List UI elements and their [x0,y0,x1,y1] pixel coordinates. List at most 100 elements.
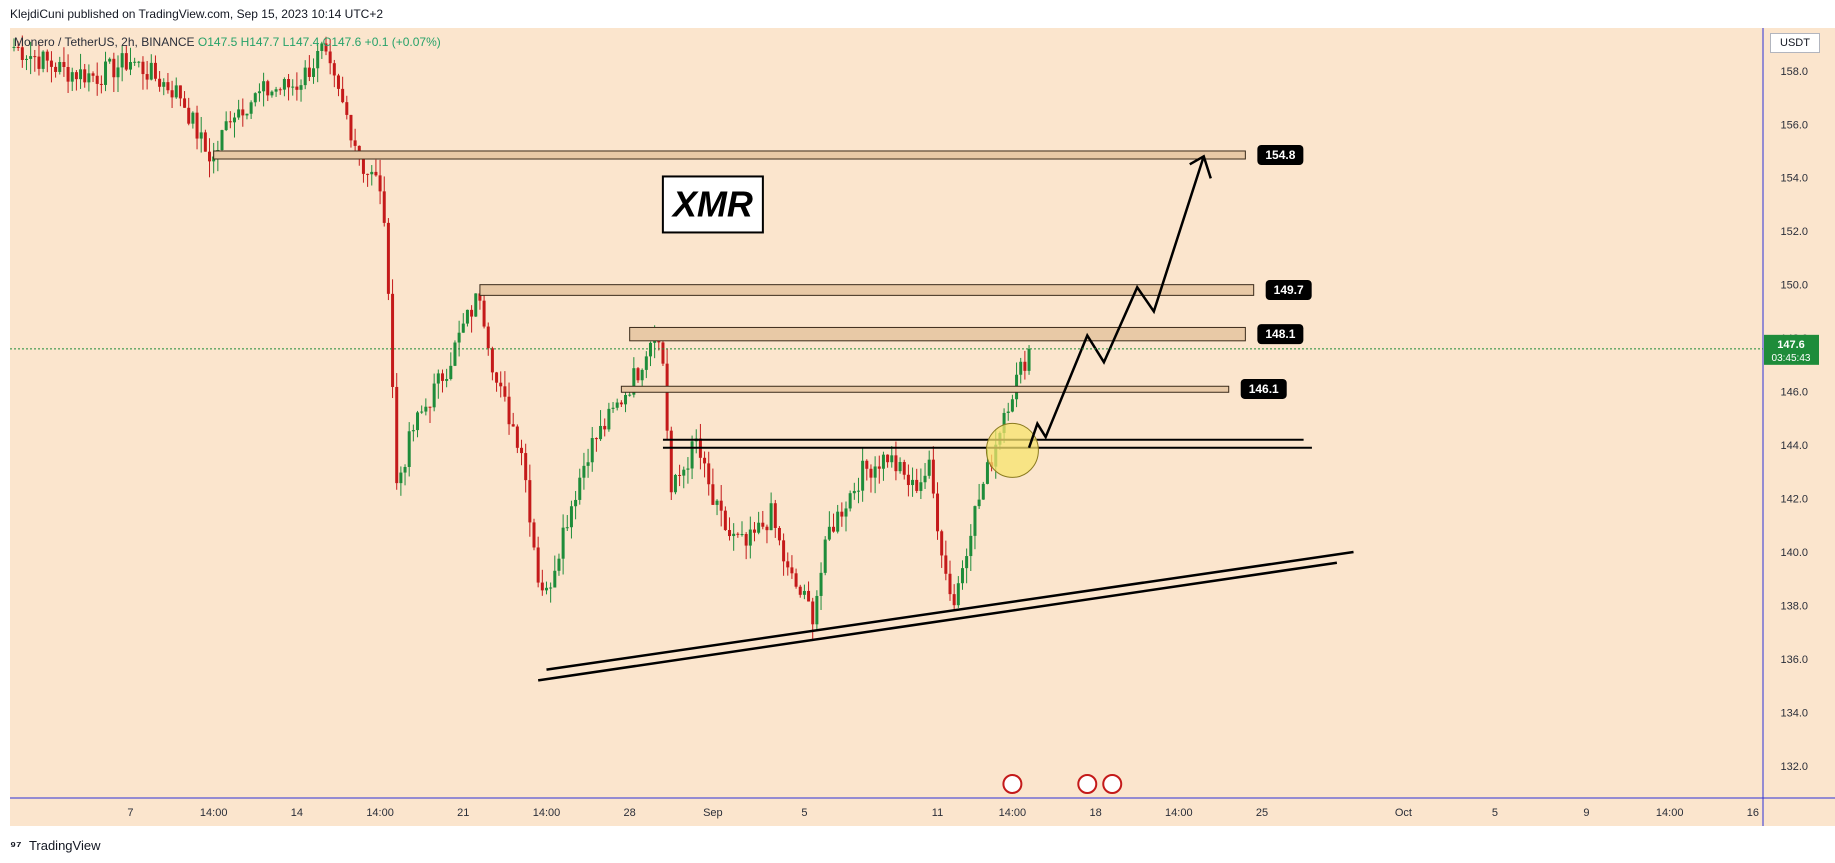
candle-body [578,477,582,500]
candle-body [686,468,690,470]
resistance-zone[interactable] [213,150,1246,160]
candle-body [757,522,761,533]
price-tick-label: 138.0 [1780,601,1808,613]
candle-body [112,58,116,78]
candle-body [811,601,815,625]
candle-body [16,46,20,48]
candle-body [931,459,935,494]
candle-body [977,499,981,507]
ascending-trendline[interactable] [537,561,1338,682]
candle-body [174,85,178,98]
time-tick-label: 14:00 [200,807,228,819]
candle-body [378,175,382,192]
candle-body [220,130,224,151]
publish-header: KlejdiCuni published on TradingView.com,… [0,0,1835,28]
plot-background [10,28,1763,798]
candle-body [287,79,291,88]
time-tick-label: 5 [801,807,807,819]
candle-body [740,534,744,536]
time-tick-label: 18 [1089,807,1101,819]
candle-body [520,447,524,454]
time-tick-label: 14:00 [533,807,561,819]
resistance-zone[interactable] [620,385,1230,393]
price-tick-label: 158.0 [1780,66,1808,78]
time-tick-label: 14:00 [366,807,394,819]
candle-body [952,594,956,606]
us-flag-event-icon[interactable] [1077,774,1098,794]
candle-body [341,88,345,103]
time-tick-label: 16 [1747,807,1759,819]
candle-body [648,342,652,357]
time-tick-label: 14:00 [1165,807,1193,819]
candle-body [852,490,856,494]
candle-body [58,62,62,72]
zone-label-badge [1240,378,1287,399]
candle-body [349,114,353,141]
candle-body [345,102,349,115]
candle-body [178,85,182,99]
candle-body [856,490,860,492]
candle-body [208,151,212,162]
candle-body [295,86,299,90]
ascending-trendline[interactable] [546,550,1354,671]
candle-body [87,73,91,83]
currency-selector[interactable]: USDT [1770,33,1820,53]
candle-body [411,430,415,432]
candle-body [732,533,736,537]
resistance-zone[interactable] [479,284,1255,296]
candle-body [153,62,157,79]
candle-body [802,590,806,595]
candle-body [569,506,573,528]
candle-body [665,363,669,431]
candle-body [965,556,969,569]
candle-body [786,561,790,568]
candle-body [128,62,132,70]
candle-body [911,479,915,486]
price-tick-label: 134.0 [1780,707,1808,719]
symbol-legend: Monero / TetherUS, 2h, BINANCE O147.5 H1… [14,35,441,49]
candle-body [936,493,940,532]
time-tick-label: 14 [291,807,303,819]
candle-body [956,583,960,606]
candle-body [703,457,707,464]
candle-body [536,547,540,583]
candle-body [886,454,890,463]
candle-body [940,531,944,556]
price-chart[interactable]: 132.0 134.0 136.0 138.0 140.0 142.0 144.0 146.0… [0,28,1835,828]
candle-body [474,293,478,317]
us-flag-event-icon[interactable] [1002,774,1023,794]
candle-body [432,383,436,408]
candle-body [370,171,374,175]
breakout-highlight[interactable] [985,422,1039,478]
candle-body [815,595,819,625]
candle-body [599,425,603,440]
candle-body [782,540,786,562]
candle-body [557,558,561,571]
candle-body [470,309,474,317]
candle-body [74,72,78,80]
candle-body [158,78,162,87]
candle-body [744,534,748,546]
candle-body [682,469,686,476]
candle-body [632,368,636,395]
candle-body [861,460,865,491]
candle-body [324,43,328,52]
candle-body [29,56,33,59]
candle-body [436,373,440,384]
candle-body [628,394,632,396]
candle-body [465,309,469,324]
candle-body [836,511,840,532]
countdown-text: 03:45:43 [1772,353,1811,364]
candle-body [336,75,340,89]
resistance-zone[interactable] [629,326,1246,342]
price-tick-label: 142.0 [1780,494,1808,506]
candle-body [661,342,665,364]
candle-body [515,426,519,448]
candle-body [915,479,919,491]
candle-body [191,112,195,124]
candle-body [20,47,24,60]
candle-body [95,75,99,84]
chart-area[interactable]: 132.0 134.0 136.0 138.0 140.0 142.0 144.0 146.0… [0,28,1835,828]
candle-body [890,455,894,463]
us-flag-event-icon[interactable] [1102,774,1123,794]
